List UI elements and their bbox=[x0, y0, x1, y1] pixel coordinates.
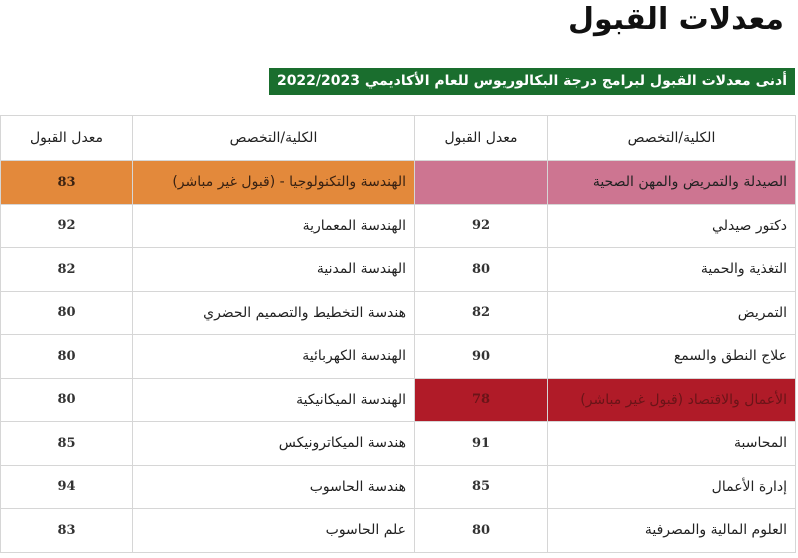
major-name-cell: المحاسبة bbox=[547, 421, 796, 466]
table-row: العلوم المالية والمصرفية 80 علم الحاسوب … bbox=[0, 508, 796, 553]
major-name-cell: علم الحاسوب bbox=[132, 508, 415, 553]
college-name-cell: الهندسة والتكنولوجيا - (قبول غير مباشر) bbox=[132, 160, 415, 205]
major-name-cell: التغذية والحمية bbox=[547, 247, 796, 292]
admission-rate-cell: 83 bbox=[0, 160, 133, 205]
admission-rate-cell: 91 bbox=[414, 421, 548, 466]
header-admission-rate-1: معدل القبول bbox=[414, 115, 548, 161]
table-row: إدارة الأعمال 85 هندسة الحاسوب 94 bbox=[0, 464, 796, 509]
admission-rate-cell: 92 bbox=[414, 203, 548, 248]
admission-rate-cell: 83 bbox=[0, 508, 133, 553]
major-name-cell: إدارة الأعمال bbox=[547, 464, 796, 509]
major-name-cell: دكتور صيدلي bbox=[547, 203, 796, 248]
admission-rate-cell: 82 bbox=[0, 247, 133, 292]
college-name-cell: الصيدلة والتمريض والمهن الصحية bbox=[547, 160, 796, 205]
major-name-cell: هندسة الميكاترونيكس bbox=[132, 421, 415, 466]
table-row: التغذية والحمية 80 الهندسة المدنية 82 bbox=[0, 247, 796, 292]
major-name-cell: الهندسة المعمارية bbox=[132, 203, 415, 248]
major-name-cell: التمريض bbox=[547, 290, 796, 335]
college-name-cell: الأعمال والاقتصاد (قبول غير مباشر) bbox=[547, 377, 796, 422]
table-row: الصيدلة والتمريض والمهن الصحية الهندسة و… bbox=[0, 160, 796, 205]
major-name-cell: علاج النطق والسمع bbox=[547, 334, 796, 379]
admission-rate-cell: 85 bbox=[414, 464, 548, 509]
admission-rate-cell: 80 bbox=[0, 377, 133, 422]
header-college-major-1: الكلية/التخصص bbox=[547, 115, 796, 161]
admission-rate-cell: 80 bbox=[0, 334, 133, 379]
header-admission-rate-2: معدل القبول bbox=[0, 115, 133, 161]
major-name-cell: العلوم المالية والمصرفية bbox=[547, 508, 796, 553]
admission-rate-cell: 85 bbox=[0, 421, 133, 466]
page-title: معدلات القبول bbox=[568, 2, 784, 37]
admission-rates-table: الكلية/التخصص معدل القبول الكلية/التخصص … bbox=[0, 115, 796, 553]
admission-rate-cell: 92 bbox=[0, 203, 133, 248]
major-name-cell: الهندسة الميكانيكية bbox=[132, 377, 415, 422]
table-row: دكتور صيدلي 92 الهندسة المعمارية 92 bbox=[0, 203, 796, 248]
page-subtitle: أدنى معدلات القبول لبرامج درجة البكالوري… bbox=[268, 68, 795, 95]
admission-rate-cell: 90 bbox=[414, 334, 548, 379]
table-row: التمريض 82 هندسة التخطيط والتصميم الحضري… bbox=[0, 290, 796, 335]
major-name-cell: هندسة الحاسوب bbox=[132, 464, 415, 509]
admission-rate-cell: 94 bbox=[0, 464, 133, 509]
admission-rate-cell: 82 bbox=[414, 290, 548, 335]
table-row: المحاسبة 91 هندسة الميكاترونيكس 85 bbox=[0, 421, 796, 466]
major-name-cell: الهندسة المدنية bbox=[132, 247, 415, 292]
admission-rate-cell: 80 bbox=[0, 290, 133, 335]
major-name-cell: هندسة التخطيط والتصميم الحضري bbox=[132, 290, 415, 335]
header-college-major-2: الكلية/التخصص bbox=[132, 115, 415, 161]
admission-rate-cell: 80 bbox=[414, 508, 548, 553]
admission-rate-cell: 80 bbox=[414, 247, 548, 292]
admission-rate-cell: 78 bbox=[414, 377, 548, 422]
table-header-row: الكلية/التخصص معدل القبول الكلية/التخصص … bbox=[0, 115, 796, 161]
table-row: الأعمال والاقتصاد (قبول غير مباشر) 78 ال… bbox=[0, 377, 796, 422]
table-row: علاج النطق والسمع 90 الهندسة الكهربائية … bbox=[0, 334, 796, 379]
major-name-cell: الهندسة الكهربائية bbox=[132, 334, 415, 379]
admission-rate-cell bbox=[414, 160, 548, 205]
